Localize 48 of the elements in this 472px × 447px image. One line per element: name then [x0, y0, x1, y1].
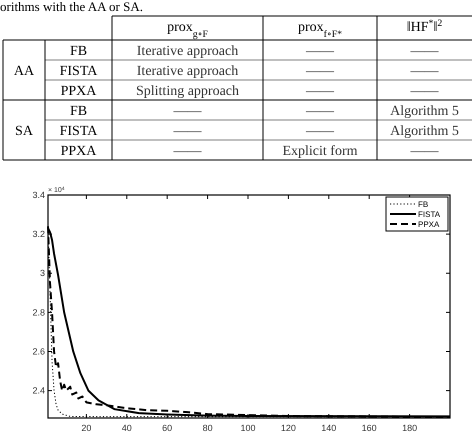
- text: ——: [306, 84, 334, 99]
- text: ——: [410, 84, 438, 99]
- text: ——: [410, 64, 438, 79]
- category-label: prox$_{f∘F*}$: [298, 20, 342, 40]
- y-tick-label: 3.2: [32, 229, 45, 240]
- text: Iterative approach: [136, 64, 238, 79]
- x-tick-label: 120: [280, 423, 296, 433]
- legend-label: PPXA: [418, 220, 440, 229]
- category-label: PPXA: [60, 84, 96, 99]
- text: ——: [306, 124, 334, 139]
- text: ——: [174, 144, 202, 159]
- category-label: FB: [70, 44, 88, 59]
- category-label: prox$_{g∘F}$: [167, 20, 208, 40]
- category-label: FISTA: [60, 124, 98, 139]
- text: ——: [306, 104, 334, 119]
- category-label: SA: [15, 124, 33, 139]
- category-label: FISTA: [60, 64, 98, 79]
- y-tick-label: 3: [40, 268, 45, 278]
- text: Iterative approach: [136, 44, 238, 59]
- x-tick-label: 60: [162, 423, 172, 433]
- y-tick-label: 2.8: [32, 307, 45, 318]
- x-tick-label: 100: [240, 423, 256, 433]
- text: Splitting approach: [136, 84, 240, 99]
- text: ——: [306, 64, 334, 79]
- x-tick-label: 80: [202, 423, 213, 433]
- category-label: PPXA: [60, 144, 96, 159]
- x-tick-label: 20: [81, 423, 92, 433]
- category-label: FB: [70, 104, 88, 119]
- y-tick-label: 2.4: [32, 386, 45, 396]
- text: ——: [410, 44, 438, 59]
- category-label: ‖HF$^{*}$‖$^{2}$: [406, 18, 442, 35]
- text: ——: [306, 44, 334, 59]
- x-tick-label: 40: [122, 423, 132, 433]
- x-tick-label: 180: [402, 423, 418, 433]
- text: Algorithm 5: [390, 124, 459, 139]
- y-tick-label: 3.4: [32, 190, 45, 200]
- text: Algorithm 5: [390, 104, 459, 119]
- y-tick-label: 2.6: [32, 346, 45, 356]
- category-label: AA: [14, 64, 34, 79]
- legend-label: FISTA: [418, 210, 441, 219]
- x-tick-label: 160: [362, 423, 377, 433]
- text: ——: [410, 144, 438, 159]
- text: orithms with the AA or SA.: [0, 0, 144, 14]
- x-tick-label: 140: [321, 423, 336, 433]
- text: Explicit form: [282, 144, 358, 159]
- legend-label: FB: [418, 200, 428, 209]
- text: ——: [174, 124, 202, 139]
- text: ——: [174, 104, 202, 119]
